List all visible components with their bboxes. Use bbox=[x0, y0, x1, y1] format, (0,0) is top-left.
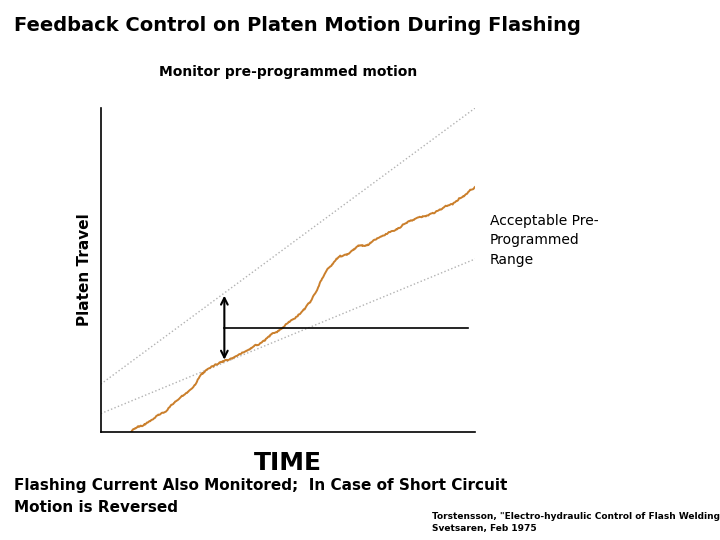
Text: Feedback Control on Platen Motion During Flashing: Feedback Control on Platen Motion During… bbox=[14, 16, 581, 35]
Text: Motion is Reversed: Motion is Reversed bbox=[14, 500, 179, 515]
Text: Flashing Current Also Monitored;  In Case of Short Circuit: Flashing Current Also Monitored; In Case… bbox=[14, 478, 508, 493]
Text: Monitor pre-programmed motion: Monitor pre-programmed motion bbox=[159, 65, 417, 79]
Text: Svetsaren, Feb 1975: Svetsaren, Feb 1975 bbox=[432, 524, 536, 533]
Text: Acceptable Pre-
Programmed
Range: Acceptable Pre- Programmed Range bbox=[490, 214, 598, 267]
Text: Torstensson, "Electro-hydraulic Control of Flash Welding..": Torstensson, "Electro-hydraulic Control … bbox=[432, 512, 720, 521]
Y-axis label: Platen Travel: Platen Travel bbox=[78, 214, 92, 326]
Text: TIME: TIME bbox=[254, 451, 322, 475]
